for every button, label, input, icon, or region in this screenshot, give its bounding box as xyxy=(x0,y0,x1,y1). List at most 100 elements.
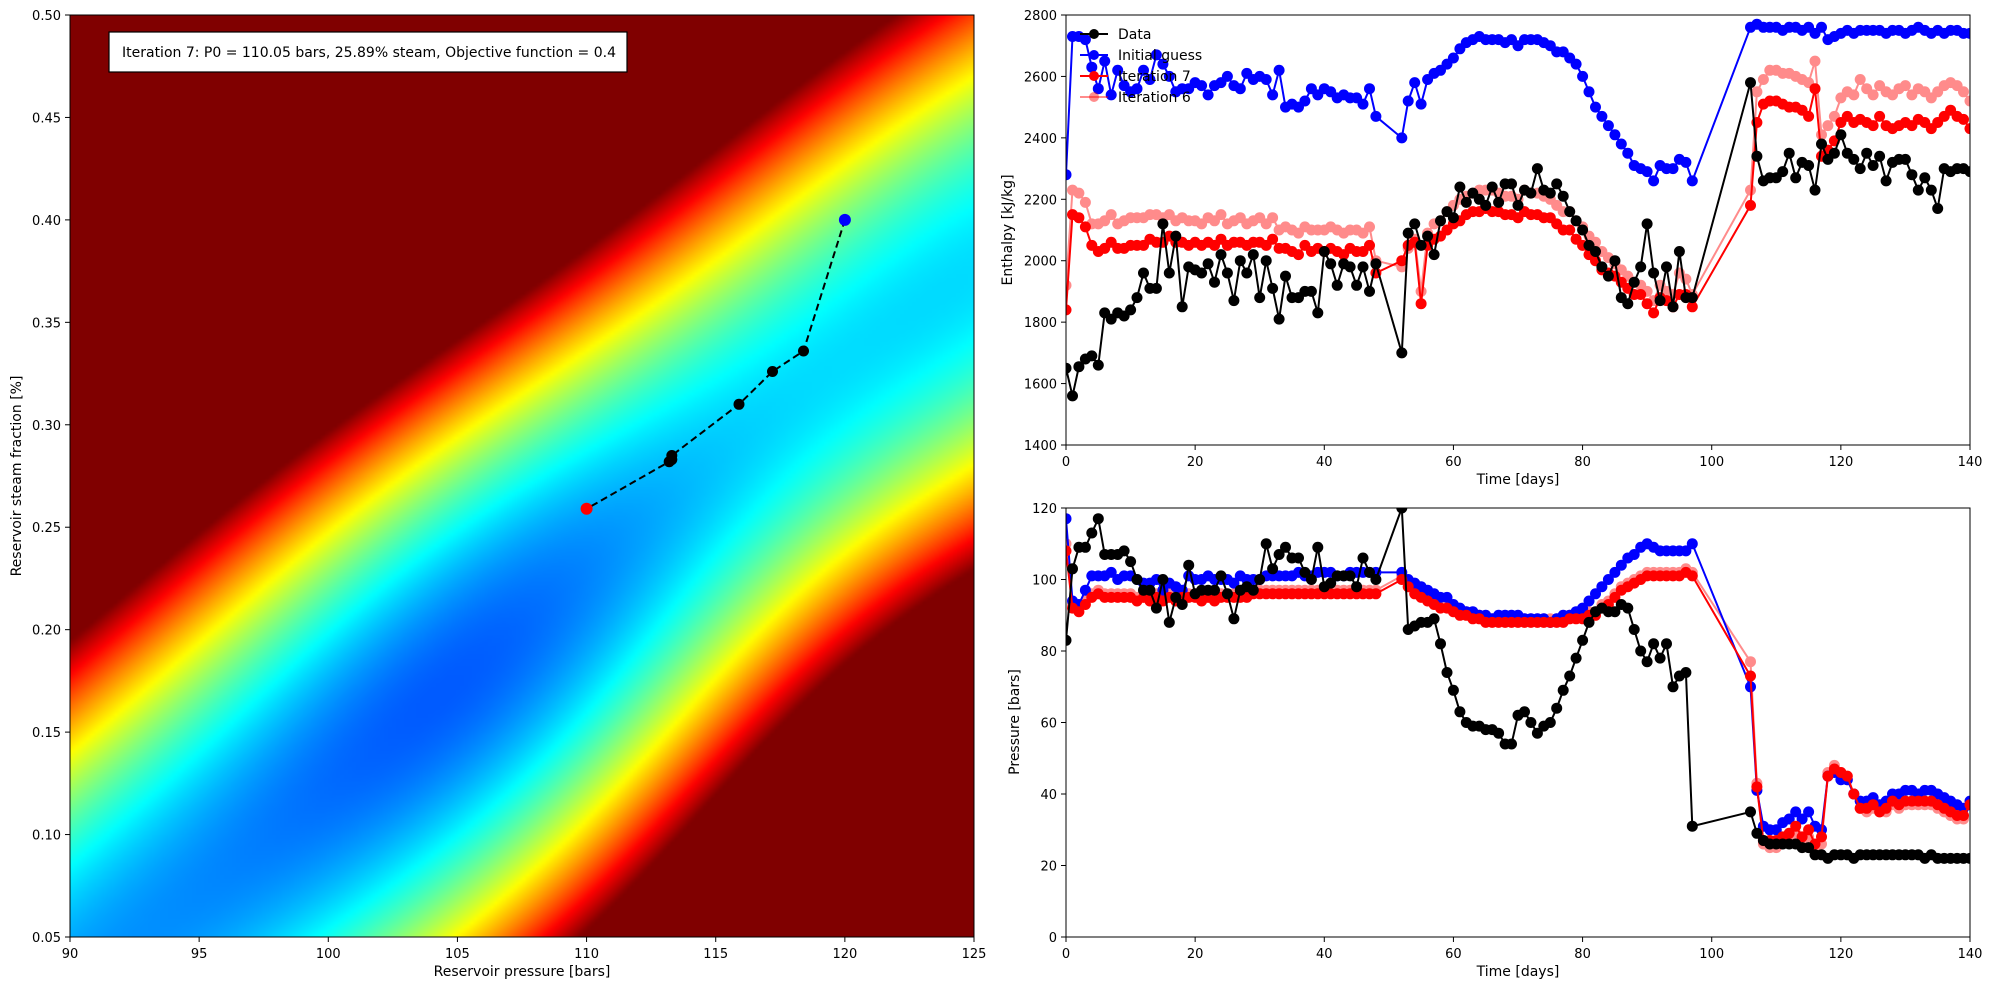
data-point xyxy=(1648,267,1660,279)
data-point xyxy=(1932,203,1944,214)
x-tick-label: 0 xyxy=(1062,947,1070,962)
x-tick-label: 120 xyxy=(1828,947,1853,962)
data-point xyxy=(1544,187,1556,199)
data-point xyxy=(1112,64,1124,76)
data-point xyxy=(1667,301,1679,313)
data-point xyxy=(1305,224,1317,236)
data-point xyxy=(1531,163,1543,175)
data-point xyxy=(1874,150,1886,162)
data-point xyxy=(1066,513,1072,525)
data-point xyxy=(1564,670,1576,682)
data-point xyxy=(1628,624,1640,635)
data-point xyxy=(1247,249,1259,261)
data-point xyxy=(1570,652,1582,664)
x-tick-label: 90 xyxy=(62,947,79,962)
data-point xyxy=(1964,852,1970,864)
data-point xyxy=(1770,824,1782,836)
data-point xyxy=(1215,249,1227,261)
pressure-y-axis-label: Pressure [bars] xyxy=(1007,669,1023,775)
data-point xyxy=(1428,249,1440,261)
data-point xyxy=(1415,239,1427,251)
series-data xyxy=(1066,77,1970,402)
data-point xyxy=(1254,292,1266,304)
data-point xyxy=(1764,64,1776,76)
data-point xyxy=(1183,559,1195,571)
data-point xyxy=(1570,215,1582,227)
data-point xyxy=(1215,570,1227,582)
data-point xyxy=(1092,83,1104,95)
data-point xyxy=(1092,218,1104,230)
data-point xyxy=(1312,307,1324,319)
data-point xyxy=(1686,292,1698,304)
series-initial-guess xyxy=(1066,18,1970,187)
data-point xyxy=(1396,347,1408,359)
data-point xyxy=(1745,199,1756,211)
data-point xyxy=(1221,588,1233,600)
data-point xyxy=(1131,212,1143,224)
x-tick-label: 110 xyxy=(574,947,599,962)
data-point xyxy=(1209,215,1220,227)
data-point xyxy=(1079,584,1091,596)
data-point xyxy=(1073,212,1085,224)
data-point xyxy=(1493,727,1505,739)
path-point xyxy=(767,366,778,377)
data-point xyxy=(1357,98,1369,110)
data-point xyxy=(1551,702,1563,714)
data-point xyxy=(1506,178,1517,190)
data-point xyxy=(1299,95,1311,107)
data-point xyxy=(1641,166,1653,178)
data-point xyxy=(1958,810,1969,821)
data-point xyxy=(1170,591,1182,603)
data-point xyxy=(1648,638,1660,650)
data-point xyxy=(1622,602,1634,614)
y-tick-label: 0.30 xyxy=(32,419,61,434)
data-point xyxy=(1196,80,1208,92)
data-point xyxy=(1564,206,1576,218)
data-point xyxy=(1667,681,1679,693)
data-point xyxy=(1402,227,1414,239)
data-point xyxy=(1867,160,1879,171)
data-point xyxy=(1583,616,1595,628)
data-point xyxy=(1874,110,1886,122)
data-point xyxy=(1641,298,1653,310)
data-point xyxy=(1357,552,1369,564)
data-point xyxy=(1557,684,1569,696)
data-point xyxy=(1260,255,1272,267)
data-point xyxy=(1615,559,1627,571)
data-point xyxy=(1570,58,1582,70)
data-point xyxy=(1596,261,1608,273)
data-point xyxy=(1357,261,1369,273)
data-point xyxy=(1150,209,1162,221)
data-point xyxy=(1402,95,1414,107)
data-point xyxy=(1686,301,1698,313)
data-point xyxy=(1364,83,1375,95)
data-point xyxy=(1228,577,1240,589)
data-point xyxy=(1067,563,1078,575)
data-point xyxy=(1370,110,1382,122)
pressure-series xyxy=(1066,508,1970,864)
data-point xyxy=(1267,233,1279,245)
data-point xyxy=(1176,301,1188,313)
data-point xyxy=(1577,634,1589,646)
y-tick-label: 2800 xyxy=(1024,9,1057,24)
data-point xyxy=(1234,255,1246,267)
legend-label-iteration-7: Iteration 7 xyxy=(1118,69,1191,85)
data-point xyxy=(1796,831,1808,843)
data-point xyxy=(1602,270,1614,282)
enthalpy-panel: 0 20 40 60 80 100 120 140 1400 1600 1800 2000 2200 2… xyxy=(1000,9,1982,488)
data-point xyxy=(1783,147,1795,159)
data-point xyxy=(1415,285,1427,297)
data-point xyxy=(1092,359,1104,371)
x-tick-label: 100 xyxy=(316,947,341,962)
data-point xyxy=(1099,55,1111,67)
y-tick-label: 2400 xyxy=(1024,132,1057,147)
data-point xyxy=(1209,584,1220,596)
data-point xyxy=(1454,706,1466,718)
x-tick-label: 105 xyxy=(445,947,470,962)
y-tick-label: 0.25 xyxy=(32,521,61,536)
data-point xyxy=(1267,282,1279,294)
data-point xyxy=(1964,166,1970,178)
data-point xyxy=(1196,218,1208,230)
data-point xyxy=(1318,224,1330,236)
data-point xyxy=(1854,74,1866,85)
